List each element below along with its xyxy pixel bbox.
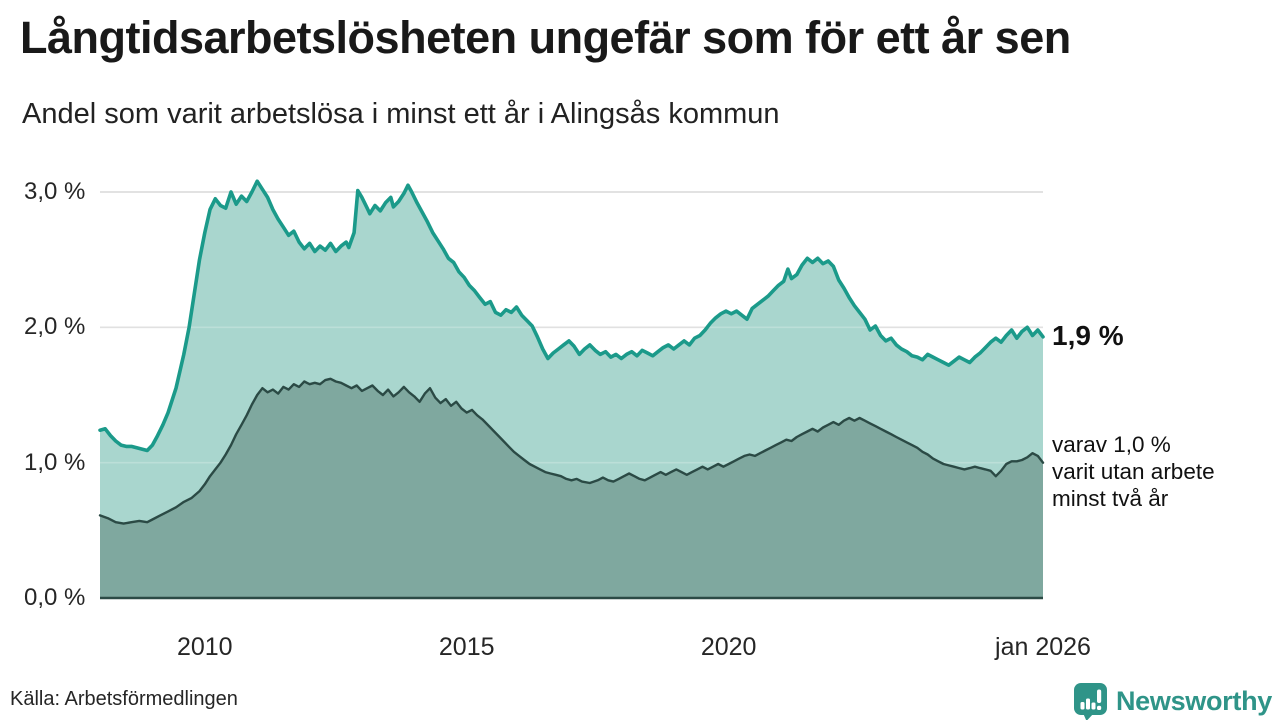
brand-wordmark: Newsworthy: [1115, 685, 1272, 716]
x-axis-label: 2010: [176, 633, 233, 661]
brand-logo: Newsworthy: [1073, 681, 1272, 720]
area-unemployed-two-years: [100, 378, 1043, 598]
note-line-1: varav 1,0 %: [1052, 432, 1171, 457]
line-unemployed-one-year: [98, 179, 1045, 453]
note-line-2: varit utan arbete: [1052, 459, 1215, 484]
chart-subtitle: Andel som varit arbetslösa i minst ett å…: [22, 98, 780, 130]
x-axis-label: 2020: [700, 633, 757, 661]
newsworthy-logo-icon: [1073, 682, 1107, 720]
page-title: Långtidsarbetslösheten ungefär som för e…: [20, 12, 1071, 63]
line-unemployed-two-years: [98, 377, 1045, 525]
x-axis-label: 2015: [438, 633, 495, 661]
y-axis-label: 3,0 %: [24, 178, 86, 205]
series-annotation-note: varav 1,0 % varit utan arbete minst två …: [1052, 431, 1277, 512]
series-end-value-label: 1,9 %: [1052, 319, 1124, 351]
x-axis-label: jan 2026: [995, 633, 1091, 661]
note-line-3: minst två år: [1052, 486, 1169, 511]
y-axis-label: 1,0 %: [24, 448, 86, 476]
y-axis-label: 2,0 %: [24, 313, 86, 341]
y-axis-label: 0,0 %: [24, 584, 86, 611]
source-attribution: Källa: Arbetsförmedlingen: [10, 688, 238, 710]
